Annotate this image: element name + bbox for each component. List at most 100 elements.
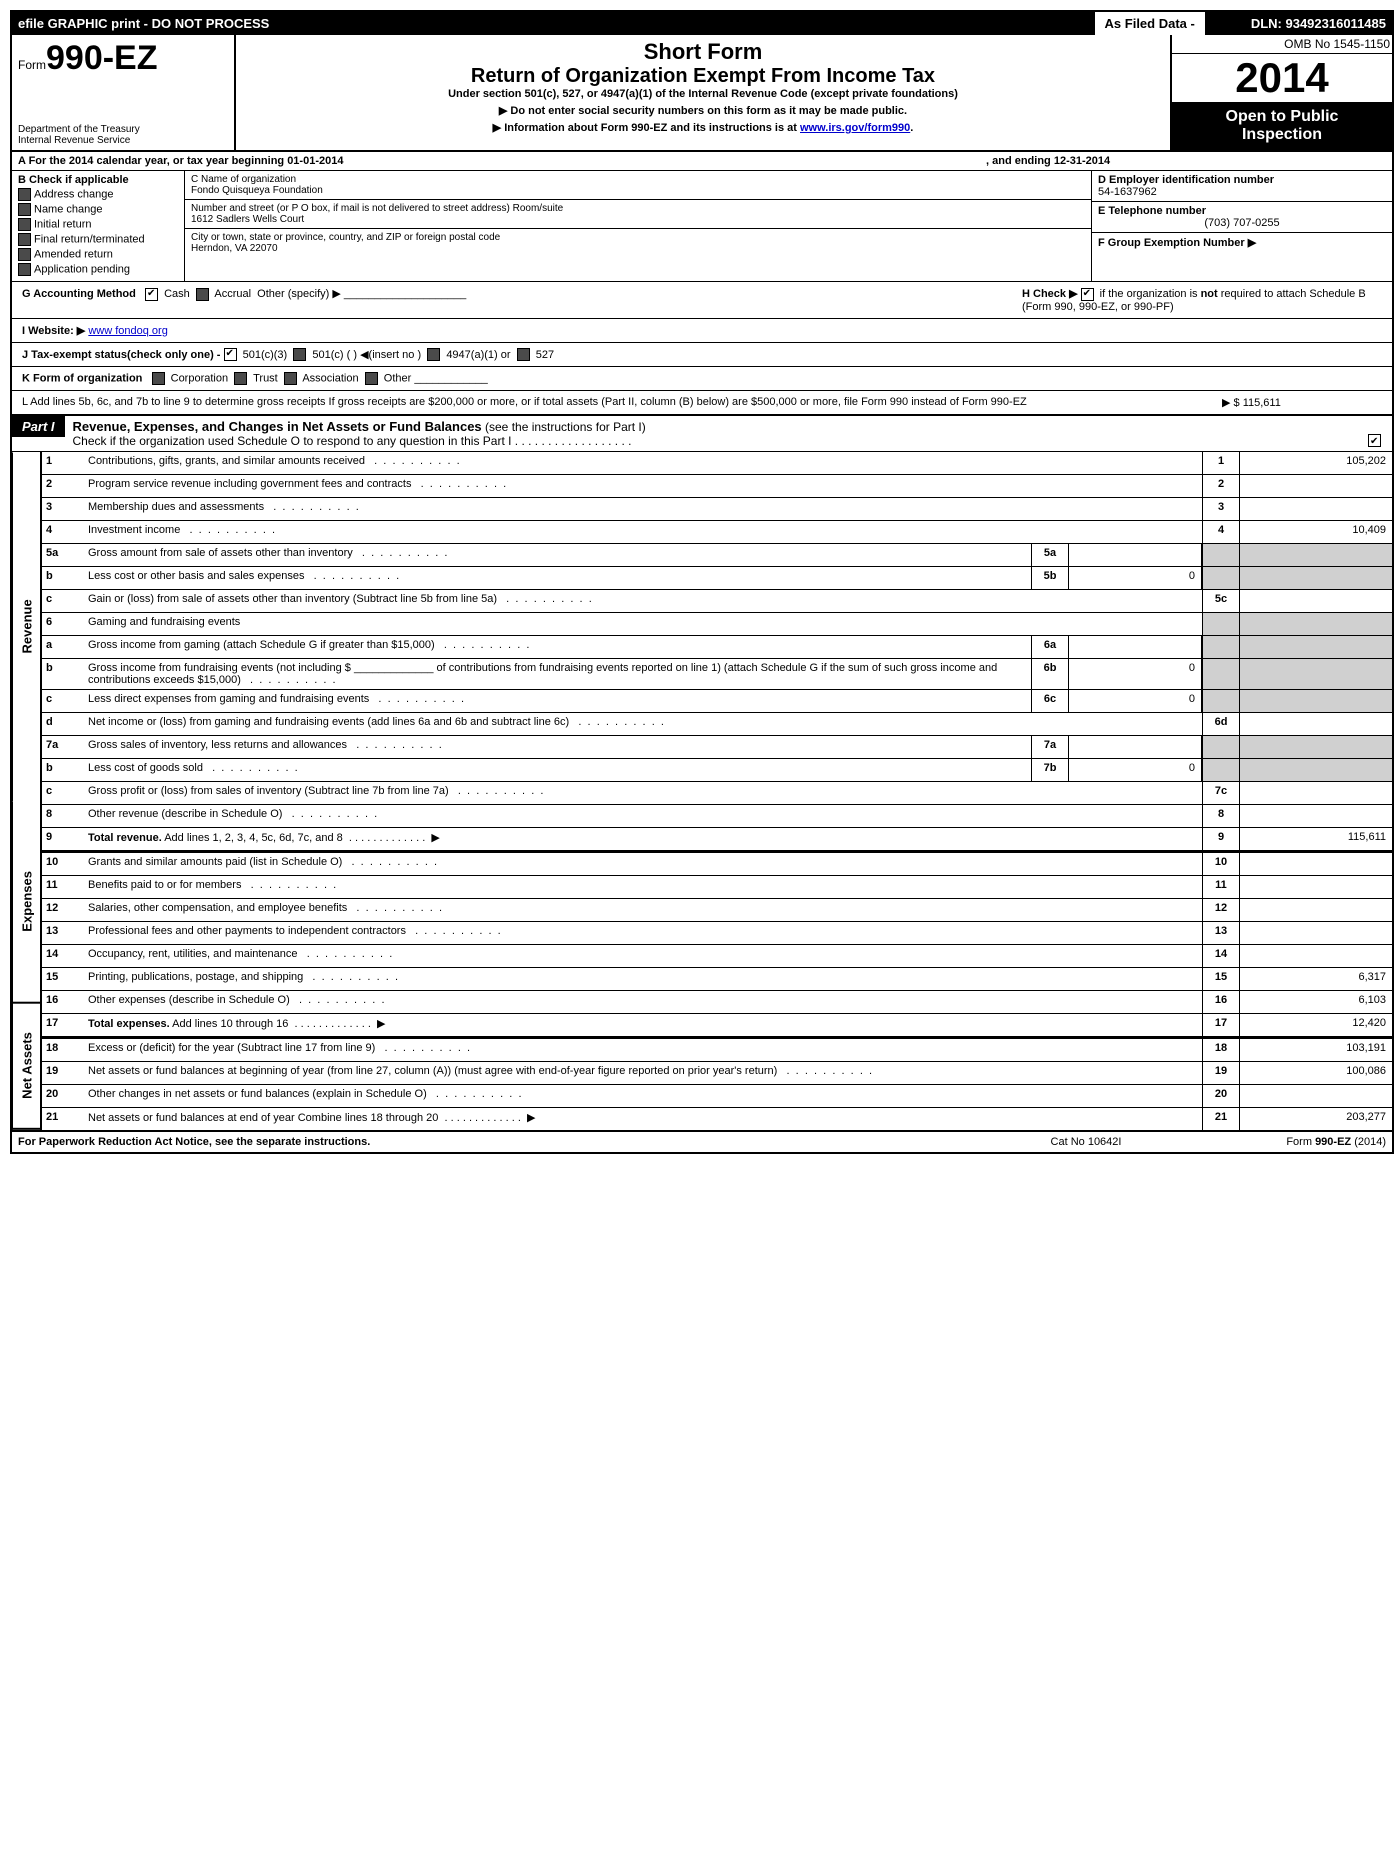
lines-column: 1Contributions, gifts, grants, and simil… [42, 452, 1392, 1130]
right-num-15: 15 [1202, 968, 1239, 990]
side-netassets: Net Assets [12, 1003, 41, 1130]
line-desc-19: Net assets or fund balances at beginning… [84, 1062, 1202, 1084]
k-label: K Form of organization [22, 373, 142, 385]
dept-treasury: Department of the Treasury [18, 124, 228, 135]
right-num-shade-7b [1202, 759, 1239, 781]
inner-val-5b: 0 [1069, 567, 1202, 589]
line-15: 15Printing, publications, postage, and s… [42, 968, 1392, 991]
right-val-8 [1239, 805, 1392, 827]
line-desc-3: Membership dues and assessments . . . . … [84, 498, 1202, 520]
part1-check: Check if the organization used Schedule … [73, 434, 632, 448]
right-num-6d: 6d [1202, 713, 1239, 735]
line-num-15: 15 [42, 968, 84, 990]
c-name-label: C Name of organization [191, 174, 1085, 185]
chk-initial[interactable] [18, 218, 31, 231]
chk-amended[interactable] [18, 248, 31, 261]
line-num-5a: 5a [42, 544, 84, 566]
right-val-10 [1239, 853, 1392, 875]
line-num-13: 13 [42, 922, 84, 944]
chk-otherorg[interactable] [365, 372, 378, 385]
right-num-2: 2 [1202, 475, 1239, 497]
line-num-11: 11 [42, 876, 84, 898]
part1-instr: (see the instructions for Part I) [485, 420, 646, 434]
line-num-7b: b [42, 759, 84, 781]
l-amount: ▶ $ 115,611 [1222, 396, 1382, 409]
right-num-9: 9 [1202, 828, 1239, 850]
right-val-shade-6a [1239, 636, 1392, 658]
chk-corp[interactable] [152, 372, 165, 385]
right-num-shade-5a [1202, 544, 1239, 566]
part1-body: Revenue Expenses Net Assets 1Contributio… [12, 452, 1392, 1130]
line-desc-20: Other changes in net assets or fund bala… [84, 1085, 1202, 1107]
right-num-18: 18 [1202, 1039, 1239, 1061]
irs-link[interactable]: www.irs.gov/form990 [800, 122, 910, 134]
line-6d: dNet income or (loss) from gaming and fu… [42, 713, 1392, 736]
chk-4947[interactable] [427, 348, 440, 361]
right-val-16: 6,103 [1239, 991, 1392, 1013]
line-desc-21: Net assets or fund balances at end of ye… [84, 1108, 1202, 1130]
inner-val-5a [1069, 544, 1202, 566]
line-desc-17: Total expenses. Add lines 10 through 16 … [84, 1014, 1202, 1036]
chk-501c3[interactable] [224, 348, 237, 361]
right-val-9: 115,611 [1239, 828, 1392, 850]
lbl-cash: Cash [164, 288, 190, 300]
line-5c: cGain or (loss) from sale of assets othe… [42, 590, 1392, 613]
notice-ssn: ▶ Do not enter social security numbers o… [242, 104, 1164, 117]
line-desc-11: Benefits paid to or for members . . . . … [84, 876, 1202, 898]
inner-num-5b: 5b [1031, 567, 1069, 589]
line-6c: cLess direct expenses from gaming and fu… [42, 690, 1392, 713]
chk-part1-schedo[interactable] [1368, 434, 1381, 447]
right-val-12 [1239, 899, 1392, 921]
line-6b: bGross income from fundraising events (n… [42, 659, 1392, 690]
line-desc-4: Investment income . . . . . . . . . . [84, 521, 1202, 543]
col-b-checkboxes: B Check if applicable Address change Nam… [12, 171, 185, 281]
part1-title-text: Revenue, Expenses, and Changes in Net As… [73, 419, 482, 434]
chk-cash[interactable] [145, 288, 158, 301]
right-val-3 [1239, 498, 1392, 520]
line-num-17: 17 [42, 1014, 84, 1036]
chk-address[interactable] [18, 188, 31, 201]
side-expenses: Expenses [12, 802, 41, 1004]
lbl-4947: 4947(a)(1) or [446, 349, 510, 361]
chk-501c[interactable] [293, 348, 306, 361]
line-4: 4Investment income . . . . . . . . . .41… [42, 521, 1392, 544]
line-num-16: 16 [42, 991, 84, 1013]
line-num-19: 19 [42, 1062, 84, 1084]
line-14: 14Occupancy, rent, utilities, and mainte… [42, 945, 1392, 968]
inner-val-7a [1069, 736, 1202, 758]
right-val-14 [1239, 945, 1392, 967]
chk-assoc[interactable] [284, 372, 297, 385]
chk-527[interactable] [517, 348, 530, 361]
open-public: Open to Public Inspection [1172, 102, 1392, 150]
line-5a: 5aGross amount from sale of assets other… [42, 544, 1392, 567]
line-desc-16: Other expenses (describe in Schedule O) … [84, 991, 1202, 1013]
line-desc-18: Excess or (deficit) for the year (Subtra… [84, 1039, 1202, 1061]
website-link[interactable]: www fondoq org [88, 325, 168, 337]
line-desc-6c: Less direct expenses from gaming and fun… [84, 690, 1031, 712]
right-num-11: 11 [1202, 876, 1239, 898]
right-num-shade-6 [1202, 613, 1239, 635]
chk-trust[interactable] [234, 372, 247, 385]
chk-h[interactable] [1081, 288, 1094, 301]
as-filed: As Filed Data - [1095, 12, 1245, 35]
chk-final[interactable] [18, 233, 31, 246]
line-2: 2Program service revenue including gover… [42, 475, 1392, 498]
line-17: 17Total expenses. Add lines 10 through 1… [42, 1014, 1392, 1037]
c-city-label: City or town, state or province, country… [191, 232, 1085, 243]
line-num-5b: b [42, 567, 84, 589]
header-mid: Short Form Return of Organization Exempt… [236, 35, 1170, 150]
lbl-501c3: 501(c)(3) [243, 349, 288, 361]
e-value: (703) 707-0255 [1098, 217, 1386, 229]
c-city-value: Herndon, VA 22070 [191, 243, 1085, 254]
line-desc-6b: Gross income from fundraising events (no… [84, 659, 1031, 689]
part1-header: Part I Revenue, Expenses, and Changes in… [12, 414, 1392, 452]
line-desc-7a: Gross sales of inventory, less returns a… [84, 736, 1031, 758]
c-street-value: 1612 Sadlers Wells Court [191, 214, 1085, 225]
footer-right: Form 990-EZ (2014) [1186, 1136, 1386, 1148]
chk-name[interactable] [18, 203, 31, 216]
chk-accrual[interactable] [196, 288, 209, 301]
line-desc-12: Salaries, other compensation, and employ… [84, 899, 1202, 921]
part1-label: Part I [12, 416, 65, 437]
chk-pending[interactable] [18, 263, 31, 276]
line-num-4: 4 [42, 521, 84, 543]
